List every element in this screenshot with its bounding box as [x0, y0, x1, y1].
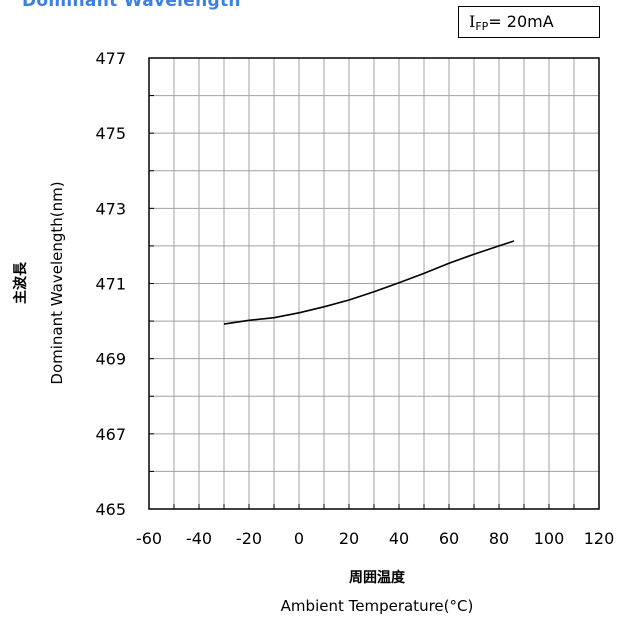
grid — [149, 58, 599, 509]
condition-symbol: I — [469, 12, 476, 31]
x-tick-label: 120 — [584, 529, 615, 548]
y-axis-label-jp: 主波長 — [12, 261, 29, 304]
series-line — [223, 240, 515, 325]
y-tick-label: 469 — [95, 350, 126, 369]
x-tick-label: 80 — [489, 529, 509, 548]
condition-subscript: FP — [475, 20, 489, 33]
x-axis-label-jp: 周囲温度 — [349, 569, 406, 586]
x-tick-label: 100 — [534, 529, 565, 548]
condition-value: = 20mA — [488, 12, 554, 31]
chart-title: Dominant Wavelength — [22, 0, 241, 11]
x-tick-label: -40 — [186, 529, 212, 548]
x-axis-label: Ambient Temperature(°C) — [281, 597, 474, 615]
x-tick-label: 20 — [339, 529, 359, 548]
y-axis-label: Dominant Wavelength(nm) — [48, 181, 66, 384]
tick-labels: -60 -40 -20 0 20 40 60 80 100 120 465 467 469 471 473 4… — [95, 49, 614, 548]
test-condition-box: IFP= 20mA — [458, 6, 600, 38]
y-tick-label: 471 — [95, 275, 126, 294]
x-tick-label: -60 — [136, 529, 162, 548]
series — [223, 240, 515, 325]
y-tick-label: 477 — [95, 49, 126, 68]
y-tick-label: 467 — [95, 425, 126, 444]
plot-frame — [148, 57, 600, 510]
y-tick-label: 473 — [95, 199, 126, 218]
x-tick-label: 0 — [294, 529, 304, 548]
x-tick-label: 40 — [389, 529, 409, 548]
y-tick-label: 465 — [95, 500, 126, 519]
x-tick-label: -20 — [236, 529, 262, 548]
x-tick-label: 60 — [439, 529, 459, 548]
y-tick-label: 475 — [95, 124, 126, 143]
axes — [148, 57, 600, 510]
